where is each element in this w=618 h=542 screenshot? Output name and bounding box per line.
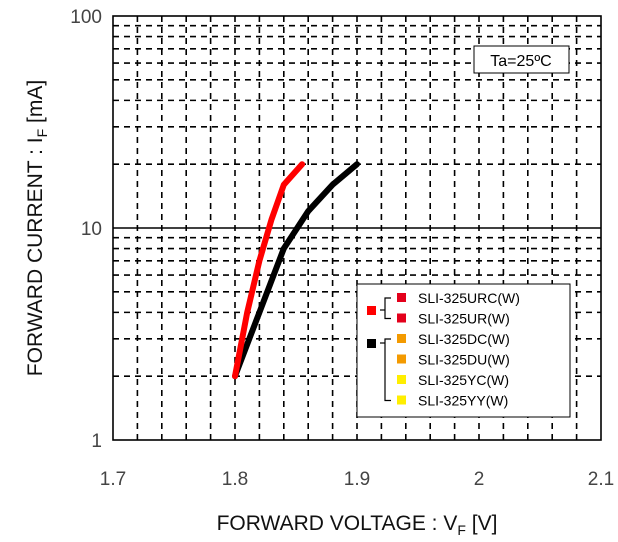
curves [232, 161, 360, 380]
x-axis-title-main: FORWARD VOLTAGE : V [217, 512, 458, 535]
x-ticks: 1.7 1.8 1.9 2 2.1 [100, 469, 614, 490]
legend-swatch [397, 293, 406, 302]
y-tick-label: 100 [70, 7, 102, 28]
x-tick-label: 1.7 [100, 469, 126, 490]
condition-note: Ta=25ºC [473, 45, 570, 74]
legend-swatch [397, 395, 406, 405]
legend: SLI-325URC(W) SLI-325UR(W) SLI-325DC(W) SLI… [356, 283, 571, 418]
legend-label: SLI-325DC(W) [418, 331, 510, 347]
y-tick-label: 1 [91, 431, 102, 452]
legend-label: SLI-325YY(W) [418, 393, 508, 409]
y-axis-title: FORWARD CURRENT : IF [mA] [24, 80, 50, 376]
legend-swatch [397, 334, 406, 343]
legend-box [356, 283, 571, 418]
y-axis-title-unit: [mA] [24, 80, 47, 129]
plot-frame [112, 15, 602, 441]
y-ticks: 1 10 100 [70, 7, 102, 452]
legend-label: SLI-325URC(W) [418, 290, 520, 306]
legend-group-marker [367, 306, 376, 315]
condition-note-box [473, 45, 570, 74]
x-tick-label: 1.9 [344, 469, 370, 490]
svg-text:FORWARD CURRENT : IF [mA]: FORWARD CURRENT : IF [mA] [24, 80, 50, 376]
legend-swatch [397, 354, 406, 364]
legend-bracket [384, 338, 391, 402]
x-tick-label: 2 [474, 469, 485, 490]
x-axis-title-unit: [V] [466, 512, 498, 535]
series-line [232, 161, 360, 380]
x-tick-label: 2.1 [588, 469, 614, 490]
legend-label: SLI-325UR(W) [418, 311, 510, 327]
x-tick-label: 1.8 [222, 469, 248, 490]
legend-label: SLI-325DU(W) [418, 352, 510, 368]
x-axis-title-sub: F [457, 522, 466, 538]
x-axis-title: FORWARD VOLTAGE : VF [V] [217, 512, 498, 538]
legend-swatch [397, 313, 406, 323]
legend-label: SLI-325YC(W) [418, 372, 509, 388]
y-axis-title-sub: F [34, 129, 50, 138]
condition-note-text: Ta=25ºC [490, 53, 551, 70]
legend-bracket [384, 297, 391, 320]
series-line [232, 161, 306, 380]
y-axis-title-main: FORWARD CURRENT : I [24, 137, 47, 376]
legend-group-marker [367, 339, 376, 348]
y-tick-label: 10 [81, 219, 102, 240]
legend-swatch [397, 375, 406, 384]
svg-text:FORWARD VOLTAGE : VF [V]: FORWARD VOLTAGE : VF [V] [217, 512, 498, 538]
